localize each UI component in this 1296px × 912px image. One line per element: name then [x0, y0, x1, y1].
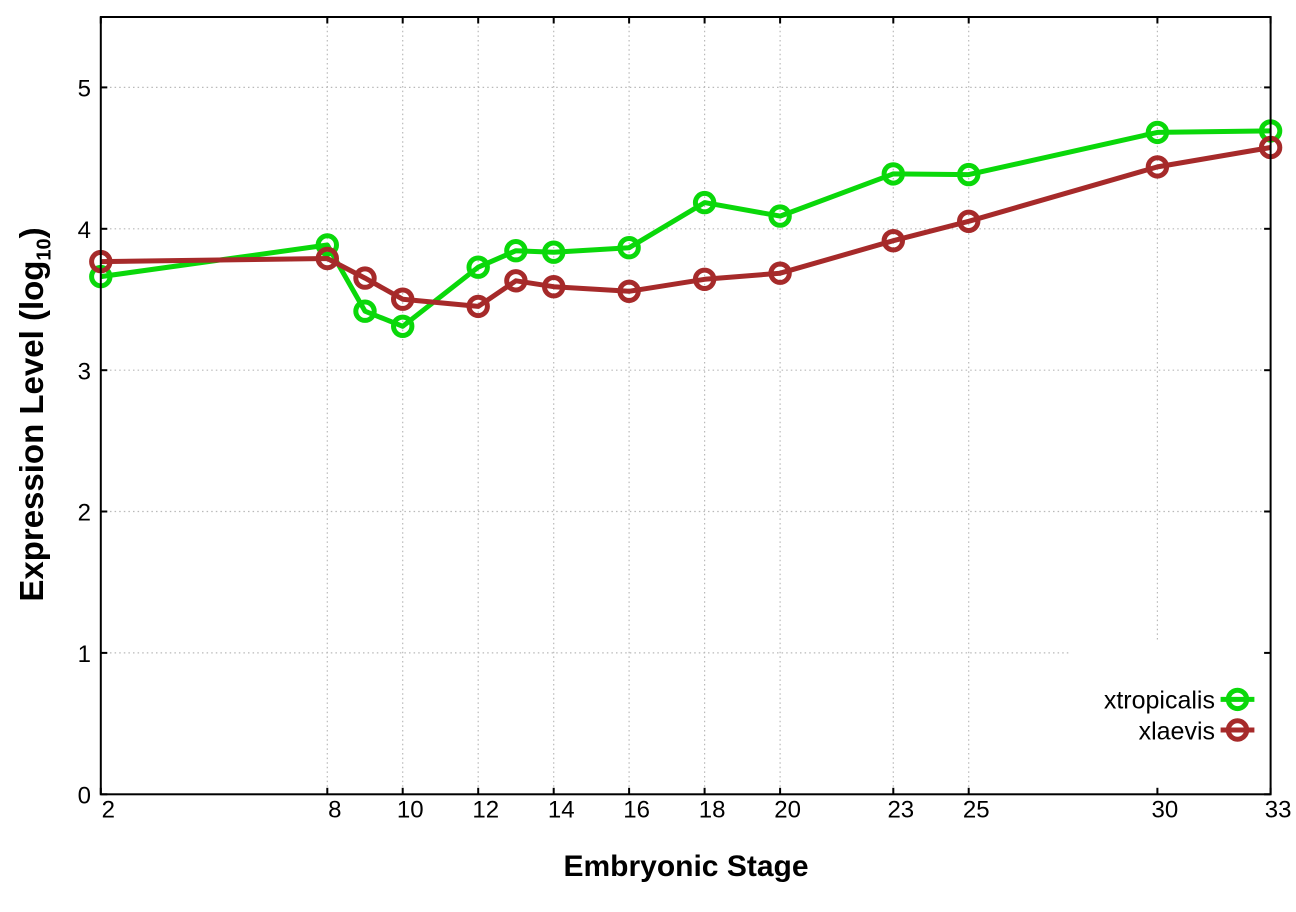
svg-text:3: 3 — [78, 358, 91, 385]
svg-text:1: 1 — [78, 641, 91, 668]
svg-text:10: 10 — [397, 797, 424, 824]
svg-text:0: 0 — [78, 782, 91, 809]
svg-text:12: 12 — [472, 797, 499, 824]
svg-text:4: 4 — [78, 217, 91, 244]
svg-text:Embryonic Stage: Embryonic Stage — [563, 850, 808, 883]
svg-text:20: 20 — [774, 797, 801, 824]
svg-text:xtropicalis: xtropicalis — [1104, 687, 1215, 715]
svg-text:Expression Level (log10): Expression Level (log10) — [13, 227, 56, 601]
svg-text:30: 30 — [1152, 797, 1179, 824]
svg-text:33: 33 — [1265, 797, 1292, 824]
svg-text:14: 14 — [548, 797, 575, 824]
svg-text:23: 23 — [887, 797, 914, 824]
svg-text:2: 2 — [78, 500, 91, 527]
svg-text:16: 16 — [623, 797, 650, 824]
svg-text:xlaevis: xlaevis — [1139, 718, 1215, 746]
svg-text:2: 2 — [102, 797, 115, 824]
svg-text:25: 25 — [963, 797, 990, 824]
svg-text:18: 18 — [699, 797, 726, 824]
svg-text:5: 5 — [78, 76, 91, 103]
svg-text:8: 8 — [328, 797, 341, 824]
